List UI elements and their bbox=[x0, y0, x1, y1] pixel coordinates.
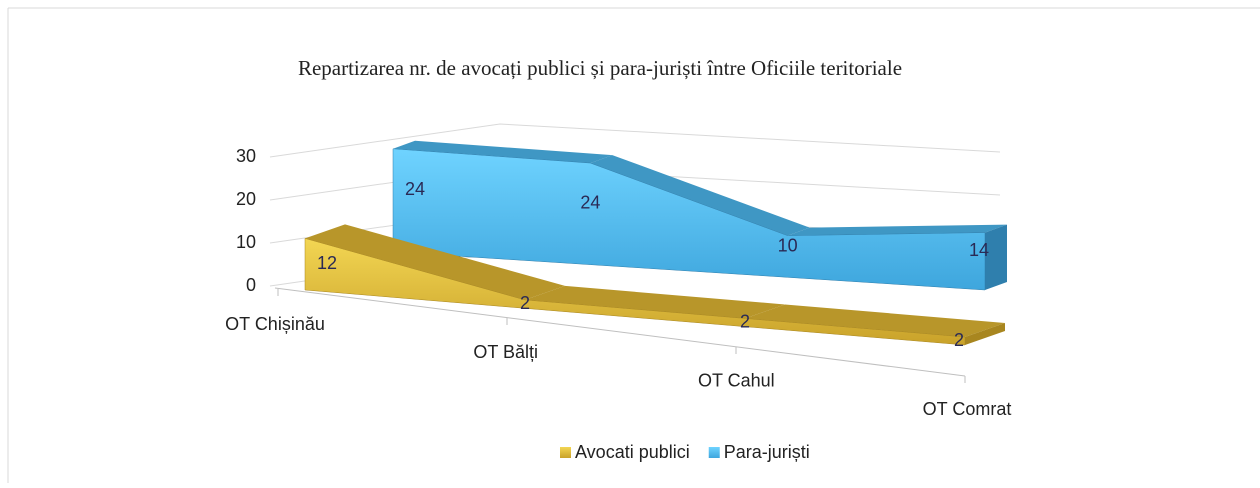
value-label: 14 bbox=[969, 240, 989, 260]
value-label: 10 bbox=[778, 235, 798, 255]
legend-label: Avocati publici bbox=[575, 442, 690, 462]
area-top bbox=[305, 224, 565, 300]
legend-swatch bbox=[560, 447, 571, 458]
legend-label: Para-juriști bbox=[724, 442, 810, 462]
area-top bbox=[393, 140, 613, 164]
value-label: 2 bbox=[740, 311, 750, 331]
area-side bbox=[965, 323, 1005, 345]
x-tick-label: OT Chișinău bbox=[225, 314, 325, 334]
value-label: 12 bbox=[317, 253, 337, 273]
legend-swatch bbox=[708, 447, 720, 458]
grid-line bbox=[269, 123, 1001, 158]
y-tick-label: 30 bbox=[236, 146, 256, 166]
value-label: 24 bbox=[405, 179, 425, 199]
value-label: 2 bbox=[520, 293, 530, 313]
y-tick-label: 20 bbox=[236, 189, 256, 209]
area-top bbox=[745, 304, 1005, 337]
chart-title: Repartizarea nr. de avocați publici și p… bbox=[298, 56, 902, 80]
area-top bbox=[590, 155, 810, 236]
area bbox=[392, 148, 986, 291]
value-label: 24 bbox=[580, 193, 600, 213]
y-tick-label: 0 bbox=[246, 275, 256, 295]
area bbox=[304, 238, 966, 346]
axis-line bbox=[274, 287, 966, 377]
area-side bbox=[985, 224, 1007, 290]
area-top bbox=[525, 285, 785, 319]
x-tick-label: OT Comrat bbox=[923, 399, 1012, 419]
x-tick-label: OT Bălți bbox=[473, 342, 538, 362]
y-tick-label: 10 bbox=[236, 232, 256, 252]
value-label: 2 bbox=[954, 330, 964, 350]
x-tick-label: OT Cahul bbox=[698, 370, 775, 390]
